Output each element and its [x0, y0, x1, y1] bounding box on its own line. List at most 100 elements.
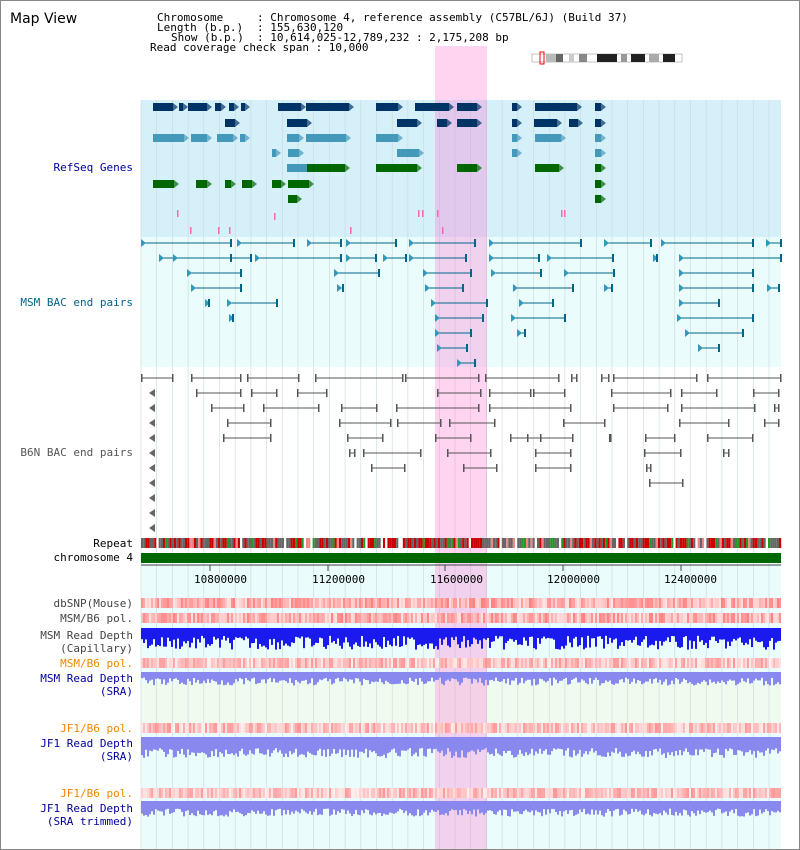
polymorphism-cell: [729, 613, 731, 623]
b6n-bac-end-pairs-track[interactable]: [141, 374, 782, 532]
track-label-msm-bac[interactable]: MSM BAC end pairs: [20, 296, 133, 309]
read-depth-bar: [697, 737, 699, 756]
gene-feature: [288, 180, 309, 188]
polymorphism-cell: [301, 613, 303, 623]
bac-end-marker: [409, 239, 414, 247]
read-depth-bar: [479, 672, 481, 678]
bac-end-marker: [340, 239, 342, 247]
length-info-label: Length (b.p.): [157, 21, 244, 34]
track-label-refseq[interactable]: RefSeq Genes: [53, 161, 133, 174]
bac-end-marker: [511, 314, 516, 322]
polymorphism-cell: [587, 723, 589, 733]
repeat-element: [561, 538, 564, 548]
polymorphism-cell: [175, 598, 177, 608]
polymorphism-cell: [635, 658, 637, 668]
polymorphism-cell: [349, 788, 351, 798]
read-depth-bar: [459, 628, 461, 649]
polymorphism-cell: [401, 598, 403, 608]
read-depth-bar: [711, 801, 713, 813]
polymorphism-cell: [267, 613, 269, 623]
chromosome-ideogram[interactable]: [531, 51, 683, 65]
polymorphism-cell: [199, 658, 201, 668]
repeat-element: [594, 538, 597, 548]
msm-bac-end-pairs-track[interactable]: [141, 239, 782, 367]
polymorphism-cell: [177, 723, 179, 733]
read-depth-bar: [627, 672, 629, 680]
read-depth-bar: [151, 801, 153, 812]
polymorphism-cell: [585, 598, 587, 608]
read-depth-bar: [413, 672, 415, 682]
polymorphism-cell: [537, 598, 539, 608]
read-depth-bar: [773, 801, 775, 813]
read-depth-bar: [227, 628, 229, 638]
polymorphism-cell: [437, 598, 439, 608]
read-depth-bar: [443, 628, 445, 640]
read-depth-bar: [429, 628, 431, 644]
polymorphism-cell: [505, 658, 507, 668]
polymorphism-cell: [751, 723, 753, 733]
read-depth-bar: [267, 628, 269, 650]
repeat-element: [385, 538, 388, 548]
polymorphism-cell: [305, 788, 307, 798]
read-depth-bar: [561, 737, 563, 750]
read-depth-bar: [269, 628, 271, 640]
polymorphism-cell: [647, 723, 649, 733]
polymorphism-cell: [499, 613, 501, 623]
polymorphism-cell: [553, 598, 555, 608]
track-label-b6n-bac[interactable]: B6N BAC end pairs: [20, 446, 133, 459]
polymorphism-cell: [161, 723, 163, 733]
polymorphism-cell: [159, 658, 161, 668]
refseq-genes-track[interactable]: [153, 103, 606, 234]
read-depth-bar: [775, 672, 777, 685]
read-depth-bar: [321, 737, 323, 757]
read-depth-bar: [501, 737, 503, 757]
polymorphism-cell: [611, 788, 613, 798]
axis-tick-label: 11200000: [312, 573, 365, 586]
read-depth-bar: [161, 628, 163, 638]
polymorphism-cell: [565, 723, 567, 733]
polymorphism-cell: [635, 598, 637, 608]
polymorphism-cell: [287, 598, 289, 608]
polymorphism-cell: [301, 598, 303, 608]
bac-end-marker: [728, 449, 730, 457]
read-depth-bar: [391, 737, 393, 750]
gene-feature: [288, 149, 299, 157]
repeat-track[interactable]: [141, 538, 782, 548]
polymorphism-cell: [567, 723, 569, 733]
polymorphism-cell: [629, 658, 631, 668]
polymorphism-cell: [565, 613, 567, 623]
gene-arrow: [281, 180, 286, 188]
read-depth-bar: [485, 628, 487, 640]
read-depth-bar: [623, 672, 625, 683]
polymorphism-cell: [271, 598, 273, 608]
polymorphism-cell: [149, 598, 151, 608]
read-depth-bar: [489, 628, 491, 648]
highlight-region[interactable]: [435, 46, 487, 849]
gene-arrow: [207, 103, 212, 111]
polymorphism-cell: [423, 658, 425, 668]
read-depth-bar: [749, 672, 751, 684]
polymorphism-cell: [645, 723, 647, 733]
repeat-element: [341, 538, 344, 548]
read-depth-bar: [147, 672, 149, 684]
polymorphism-cell: [585, 723, 587, 733]
read-depth-bar: [707, 737, 709, 750]
read-depth-bar: [171, 801, 173, 813]
variant-depth-tracks[interactable]: [141, 598, 781, 817]
polymorphism-cell: [289, 598, 291, 608]
polymorphism-cell: [707, 658, 709, 668]
chromosome-bar[interactable]: [141, 553, 781, 563]
polymorphism-cell: [599, 598, 601, 608]
read-depth-bar: [297, 737, 299, 757]
read-depth-bar: [473, 737, 475, 752]
polymorphism-cell: [405, 658, 407, 668]
polymorphism-cell: [421, 723, 423, 733]
polymorphism-cell: [669, 658, 671, 668]
polymorphism-cell: [285, 723, 287, 733]
polymorphism-cell: [251, 598, 253, 608]
repeat-element: [750, 538, 753, 548]
polymorphism-cell: [521, 723, 523, 733]
polymorphism-cell: [741, 788, 743, 798]
polymorphism-cell: [527, 658, 529, 668]
